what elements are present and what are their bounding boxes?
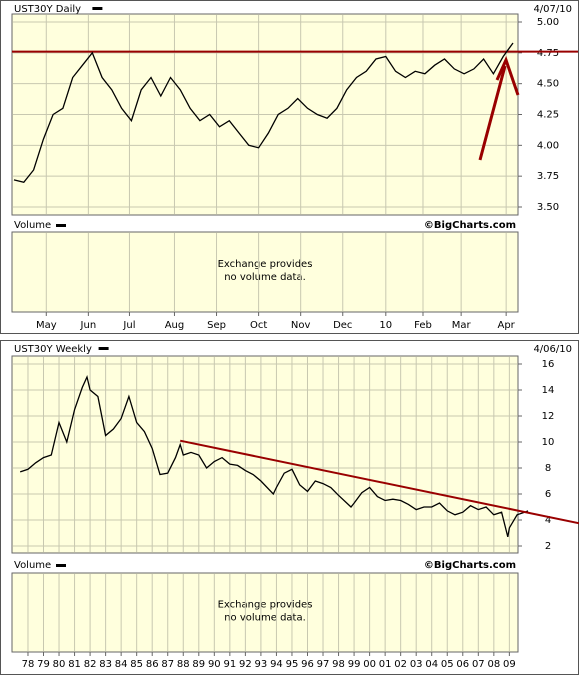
x-tick-label: 95: [286, 659, 299, 670]
x-tick-label: 90: [208, 659, 221, 670]
x-tick-label: 10: [379, 320, 392, 331]
y-tick-label: 4.75: [537, 48, 559, 59]
x-tick-label: 93: [255, 659, 268, 670]
x-tick-label: May: [36, 320, 57, 331]
chart-title: UST30Y Daily: [14, 4, 81, 15]
x-tick-label: Oct: [250, 320, 267, 331]
y-tick-label: 8: [545, 463, 551, 474]
price-line: [13, 42, 514, 184]
title-bar: [1, 1, 578, 14]
y-tick-label: 3.75: [537, 171, 559, 182]
y-tick-label: 16: [542, 359, 555, 370]
x-tick-label: 97: [317, 659, 330, 670]
x-tick-label: 96: [301, 659, 314, 670]
x-tick-label: 03: [410, 659, 423, 670]
y-tick-label: 4.25: [537, 110, 559, 121]
x-tick-label: 85: [130, 659, 143, 670]
x-tick-label: 79: [37, 659, 50, 670]
annotation-arrow: [478, 55, 520, 161]
x-tick-label: 05: [441, 659, 454, 670]
x-tick-label: 87: [161, 659, 174, 670]
x-tick-label: Feb: [414, 320, 432, 331]
volume-note: no volume data.: [224, 272, 306, 283]
x-tick-label: 98: [332, 659, 345, 670]
x-tick-label: 78: [22, 659, 35, 670]
chart-title: UST30Y Weekly: [14, 344, 92, 355]
volume-note: no volume data.: [224, 613, 306, 624]
y-tick-label: 12: [542, 411, 555, 422]
x-tick-label: 92: [239, 659, 252, 670]
x-tick-label: 86: [146, 659, 159, 670]
x-tick-label: 84: [115, 659, 128, 670]
volume-bar: [1, 555, 578, 572]
x-tick-label: Jul: [122, 320, 135, 331]
volume-label: Volume: [14, 220, 51, 231]
legend-swatch: [56, 564, 66, 567]
source: ©BigCharts.com: [424, 220, 516, 231]
x-tick-label: 83: [99, 659, 112, 670]
plot-area: [11, 355, 519, 554]
volume-label: Volume: [14, 560, 51, 571]
y-tick-label: 4.00: [537, 140, 559, 151]
price-line: [19, 374, 529, 538]
x-tick-label: 94: [270, 659, 283, 670]
x-tick-label: 00: [363, 659, 376, 670]
x-tick-label: 89: [192, 659, 205, 670]
y-tick-label: 10: [542, 437, 555, 448]
volume-note: Exchange provides: [218, 259, 313, 270]
volume-bar: [1, 217, 578, 231]
y-tick-label: 4.50: [537, 79, 559, 90]
x-tick-label: 04: [425, 659, 438, 670]
x-tick-label: 91: [223, 659, 236, 670]
x-tick-label: 88: [177, 659, 190, 670]
chart-date: 4/07/10: [533, 4, 572, 15]
x-tick-label: 80: [53, 659, 66, 670]
x-tick-label: 08: [487, 659, 500, 670]
x-tick-label: 07: [472, 659, 485, 670]
legend-swatch: [92, 7, 103, 10]
title-bar: [1, 341, 578, 354]
x-tick-label: Nov: [291, 320, 311, 331]
x-tick-label: 82: [84, 659, 97, 670]
legend-swatch: [56, 224, 66, 227]
legend-swatch: [98, 347, 109, 350]
y-tick-label: 4: [545, 515, 551, 526]
volume-area: [11, 572, 519, 653]
x-tick-label: Mar: [452, 320, 472, 331]
chart-date: 4/06/10: [533, 344, 572, 355]
x-tick-label: 01: [379, 659, 392, 670]
x-tick-label: 09: [503, 659, 516, 670]
volume-note: Exchange provides: [218, 600, 313, 611]
x-tick-label: Apr: [497, 320, 515, 331]
y-tick-label: 2: [545, 541, 551, 552]
y-tick-label: 5.00: [537, 17, 559, 28]
y-tick-label: 6: [545, 489, 551, 500]
volume-area: [11, 231, 519, 313]
x-tick-label: Dec: [333, 320, 352, 331]
trend-line: [179, 439, 579, 525]
x-tick-label: Sep: [207, 320, 226, 331]
x-tick-label: 81: [68, 659, 81, 670]
x-tick-label: 02: [394, 659, 407, 670]
x-tick-label: 06: [456, 659, 469, 670]
y-tick-label: 14: [542, 385, 555, 396]
y-tick-label: 3.50: [537, 202, 559, 213]
x-tick-label: Jun: [80, 320, 97, 331]
x-tick-label: Aug: [165, 320, 185, 331]
source: ©BigCharts.com: [424, 560, 516, 571]
x-tick-label: 99: [348, 659, 361, 670]
